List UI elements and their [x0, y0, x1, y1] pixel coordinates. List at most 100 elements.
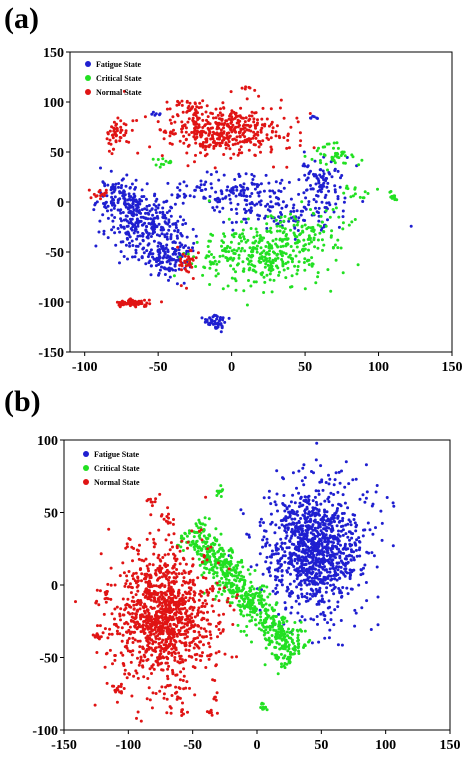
data-point — [183, 606, 187, 610]
data-point — [208, 260, 212, 264]
data-point — [370, 551, 374, 555]
data-point — [326, 546, 330, 550]
data-point — [322, 178, 326, 182]
data-point — [362, 566, 365, 570]
data-point — [341, 227, 345, 231]
data-point — [322, 523, 325, 527]
data-point — [173, 658, 177, 662]
data-point — [296, 220, 300, 224]
data-point — [183, 636, 187, 640]
data-point — [296, 646, 300, 650]
data-point — [211, 112, 214, 116]
data-point — [205, 635, 208, 638]
data-point — [333, 520, 336, 524]
data-point — [111, 662, 114, 666]
data-point — [157, 626, 160, 629]
data-point — [125, 676, 129, 680]
data-point — [221, 561, 225, 564]
data-point — [393, 198, 397, 202]
data-point — [341, 516, 345, 520]
data-point — [335, 547, 339, 551]
series-critical-state — [176, 484, 312, 712]
data-point — [287, 566, 291, 570]
data-point — [318, 580, 322, 584]
data-point — [134, 225, 138, 229]
data-point — [131, 641, 135, 644]
data-point — [319, 184, 323, 187]
data-point — [173, 263, 177, 267]
data-point — [219, 631, 223, 635]
data-point — [160, 646, 164, 650]
data-point — [146, 588, 150, 592]
data-point — [295, 561, 299, 565]
data-point — [356, 263, 360, 267]
data-point — [220, 324, 224, 328]
data-point — [202, 183, 206, 187]
data-point — [193, 530, 197, 534]
data-point — [316, 238, 320, 242]
data-point — [167, 220, 171, 224]
data-point — [208, 239, 212, 243]
data-point — [375, 484, 379, 487]
data-point — [95, 200, 99, 204]
data-point — [221, 548, 225, 552]
data-point — [198, 640, 202, 644]
data-point — [357, 540, 361, 543]
data-point — [215, 494, 219, 497]
data-point — [164, 643, 168, 647]
data-point — [298, 131, 302, 135]
data-point — [283, 504, 287, 508]
data-point — [140, 256, 144, 260]
data-point — [119, 618, 122, 622]
legend-marker — [85, 61, 91, 67]
data-point — [185, 623, 189, 627]
data-point — [321, 174, 325, 178]
data-point — [270, 148, 274, 151]
data-point — [275, 229, 279, 233]
data-point — [311, 594, 315, 598]
data-point — [158, 248, 162, 251]
data-point — [340, 150, 344, 154]
data-point — [259, 182, 263, 186]
data-point — [261, 623, 265, 627]
data-point — [192, 119, 195, 123]
data-point — [368, 528, 372, 532]
data-point — [281, 200, 285, 204]
data-point — [336, 600, 340, 604]
data-point — [194, 265, 198, 268]
data-point — [206, 547, 209, 551]
data-point — [187, 270, 191, 274]
data-point — [309, 184, 312, 187]
data-point — [162, 254, 166, 258]
data-point — [170, 267, 173, 271]
data-point — [326, 181, 330, 185]
data-point — [197, 106, 201, 110]
data-point — [336, 238, 340, 242]
data-point — [301, 229, 305, 233]
data-point — [204, 318, 207, 321]
data-point — [240, 574, 244, 578]
data-point — [144, 577, 148, 581]
data-point — [310, 560, 314, 564]
data-point — [275, 253, 279, 257]
data-point — [300, 615, 304, 619]
data-point — [208, 645, 212, 649]
data-point — [168, 118, 172, 122]
data-point — [163, 250, 167, 254]
data-point — [344, 532, 348, 536]
data-point — [147, 686, 151, 690]
data-point — [325, 536, 329, 540]
data-point — [123, 608, 127, 612]
data-point — [345, 557, 348, 561]
data-point — [274, 237, 278, 241]
data-point — [286, 570, 289, 574]
data-point — [171, 588, 175, 592]
data-point — [222, 153, 226, 156]
data-point — [201, 99, 205, 103]
data-point — [124, 546, 128, 550]
data-point — [287, 561, 290, 565]
data-point — [324, 162, 328, 166]
data-point — [304, 196, 308, 200]
data-point — [335, 141, 339, 145]
data-point — [177, 631, 181, 635]
